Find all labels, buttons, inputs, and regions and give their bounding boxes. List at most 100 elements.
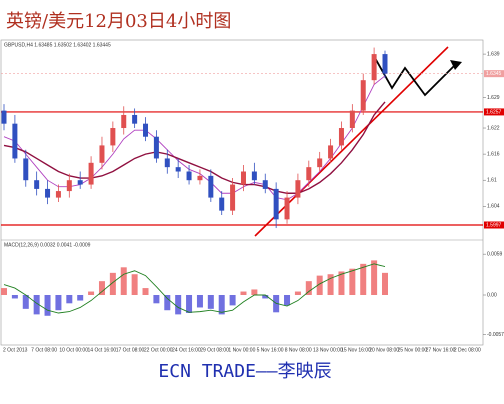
x-tick-label: 24 Oct 16:00 (172, 347, 201, 353)
macd-bar (55, 295, 62, 311)
candle-body (371, 54, 377, 81)
macd-y-tick-label: 0.0059 (487, 251, 503, 257)
level-label-box (484, 221, 504, 229)
candle-body (251, 171, 257, 181)
footer: ECN TRADE——李映辰 (158, 361, 331, 382)
macd-signal (3, 263, 386, 314)
x-tick-label: 13 Nov 00:00 (313, 347, 343, 353)
projection (374, 57, 456, 97)
x-tick-label: 29 Oct 08:00 (200, 347, 229, 353)
macd-header: MACD(12,26,9) 0.0032 0.0041 -0.0009 (4, 242, 91, 248)
candle-body (175, 167, 181, 172)
candle-body (306, 167, 312, 181)
candle-body (208, 175, 214, 198)
y-tick-label: 1.61 (487, 178, 497, 184)
candle-body (23, 158, 29, 181)
level-label: 1.6257 (486, 109, 502, 115)
candle-body (295, 180, 301, 198)
candle-body (77, 180, 83, 185)
candle-body (88, 162, 94, 185)
x-tick-label: 25 Nov 00:00 (397, 347, 427, 353)
plot-frame (0, 39, 484, 346)
candle-body (338, 128, 344, 146)
candle-body (12, 123, 18, 159)
candle-body (382, 54, 388, 74)
macd-bar (229, 295, 236, 306)
macd-bar (338, 271, 345, 295)
macd-bar (196, 295, 203, 308)
macd-bar (240, 291, 247, 295)
macd-bar (371, 260, 378, 295)
x-tick-label: 22 Oct 00:00 (144, 347, 173, 353)
x-tick-label: 17 Oct 08:00 (116, 347, 145, 353)
macd-bar (98, 281, 105, 295)
x-tick-label: 20 Nov 08:00 (369, 347, 399, 353)
macd-bar (218, 295, 225, 315)
candle-body (262, 180, 268, 189)
x-tick-label: 2 Oct 2013 (3, 347, 28, 353)
x-tick-label: 14 Oct 16:00 (88, 347, 117, 353)
macd-bar (66, 295, 73, 304)
candle-body (219, 197, 225, 211)
candle-body (360, 80, 366, 111)
level-label-box (484, 70, 504, 78)
macd-bar (22, 295, 29, 309)
macd-bar (305, 281, 312, 295)
candle-body (121, 114, 127, 129)
candle-body (110, 128, 116, 146)
macd-bar (153, 295, 160, 304)
macd-bar (207, 295, 214, 309)
macd-bar (327, 274, 334, 295)
level-label: 1.5997 (486, 222, 502, 228)
x-tick-label: 1 Nov 00:00 (228, 347, 255, 353)
candle-body (284, 197, 290, 220)
x-tick-label: 5 Nov 16:00 (257, 347, 284, 353)
candle-body (1, 110, 7, 124)
macd-y-tick-label: 0.00 (487, 292, 497, 298)
macd-bar (360, 263, 367, 295)
x-tick-label: 8 Nov 08:00 (285, 347, 312, 353)
macd-bar (175, 295, 182, 315)
macd-bar (284, 295, 291, 306)
candle-body (328, 145, 334, 159)
candle-body (143, 123, 149, 137)
y-tick-label: 1.604 (487, 204, 500, 210)
macd-bar (186, 295, 193, 313)
macd-bar (262, 295, 269, 299)
macd-bar (251, 289, 258, 295)
candle-body (66, 180, 72, 192)
y-tick-label: 1.629 (487, 95, 500, 101)
candle-body (153, 136, 159, 159)
macd-bar (11, 295, 18, 299)
candle-body (273, 188, 279, 220)
macd-bar (131, 274, 138, 295)
candle-body (55, 191, 61, 198)
macd-bar (77, 295, 84, 301)
x-tick-label: 15 Nov 16:00 (341, 347, 371, 353)
macd-bar (142, 288, 149, 295)
macd-bar (44, 295, 51, 316)
macd-bar (294, 291, 301, 295)
x-tick-label: 10 Oct 00:00 (59, 347, 88, 353)
macd-bar (1, 288, 7, 295)
macd-bar (316, 275, 323, 295)
macd-bar (349, 268, 356, 295)
moving-average (3, 101, 386, 194)
projection-arrow (450, 60, 462, 70)
candle-body (230, 184, 236, 211)
candle-body (317, 158, 323, 168)
candle-body (197, 175, 203, 181)
candle-body (240, 171, 246, 185)
candle-body (186, 171, 192, 181)
macd-bar (382, 272, 388, 295)
level-label: 1.6345 (486, 71, 502, 77)
candle-body (164, 158, 170, 168)
chart-title: 英镑/美元12月03日4小时图 (6, 11, 231, 32)
y-tick-label: 1.616 (487, 151, 500, 157)
candle-body (34, 180, 40, 189)
candle-body (99, 145, 105, 163)
level-label-box (484, 108, 504, 116)
y-tick-label: 1.622 (487, 125, 500, 131)
